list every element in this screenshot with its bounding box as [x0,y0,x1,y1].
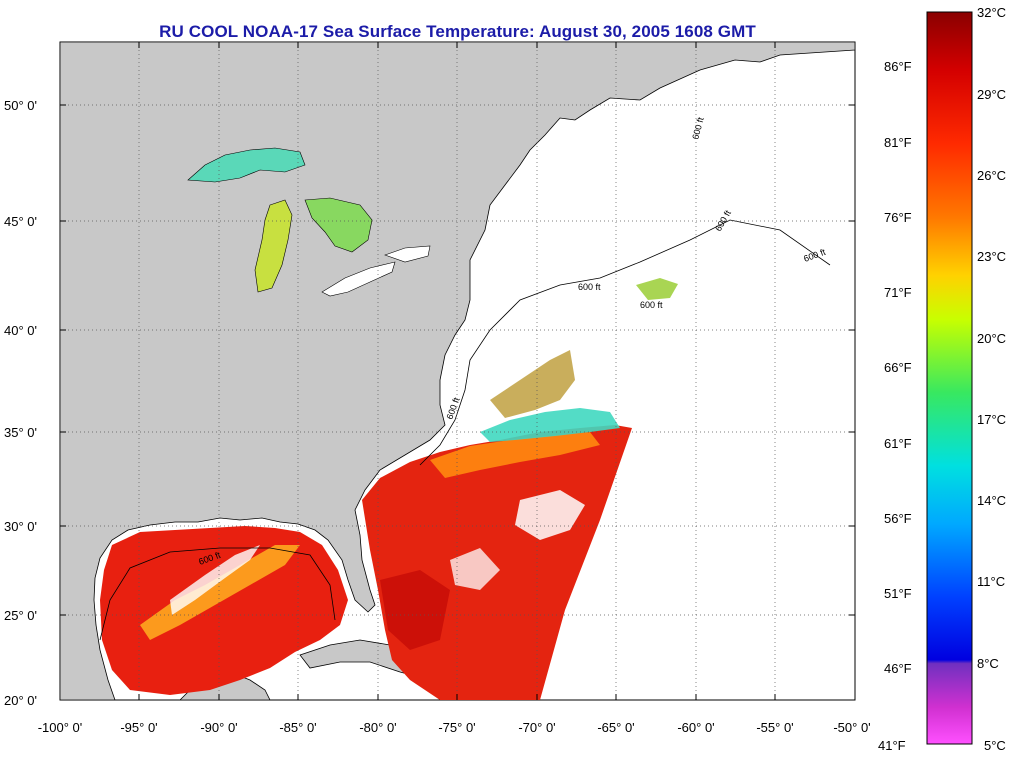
sst-gulf-cloud-band [170,545,260,615]
lon-label: -50° 0' [833,720,870,735]
contour-label: 600 ft [640,300,663,310]
lake-erie [321,261,396,297]
celsius-label: 20°C [977,331,1006,346]
contour-label: 600 ft [578,282,601,292]
sst-cloud-gap-1 [515,490,585,540]
fahrenheit-label: 61°F [884,436,912,451]
lon-label: -65° 0' [597,720,634,735]
sst-atlantic-cool-eddies [480,408,620,442]
lon-label: -80° 0' [359,720,396,735]
lon-label: -85° 0' [279,720,316,735]
lon-label: -100° 0' [38,720,83,735]
celsius-label: 8°C [977,656,999,671]
lat-label: 50° 0' [4,98,37,113]
celsius-label: 17°C [977,412,1006,427]
fahrenheit-label: 51°F [884,586,912,601]
sst-atlantic-orange [430,432,600,478]
lat-label: 40° 0' [4,323,37,338]
lon-label: -60° 0' [677,720,714,735]
lat-label: 45° 0' [4,214,37,229]
600ft-contour-gulf [99,547,336,641]
celsius-label: 11°C [977,574,1005,589]
fahrenheit-label: 66°F [884,360,912,375]
land-north-america [60,42,855,700]
fahrenheit-label: 76°F [884,210,912,225]
color-scale-bar [926,11,973,745]
celsius-label: 32°C [977,5,1006,20]
lat-label: 25° 0' [4,608,37,623]
lake-superior [187,147,306,183]
sst-gulf-warm-band [140,545,300,640]
celsius-label: 23°C [977,249,1006,264]
lake-michigan [254,199,293,293]
lon-label: -55° 0' [756,720,793,735]
celsius-label: 26°C [977,168,1006,183]
lon-label: -75° 0' [438,720,475,735]
fahrenheit-label: 46°F [884,661,912,676]
lat-label: 30° 0' [4,519,37,534]
page-title: RU COOL NOAA-17 Sea Surface Temperature:… [159,22,756,41]
fahrenheit-label: 81°F [884,135,912,150]
map-grid [60,42,855,700]
lake-ontario [384,245,431,263]
lat-label: 35° 0' [4,425,37,440]
fahrenheit-label: 86°F [884,59,912,74]
lon-label: -90° 0' [200,720,237,735]
fahrenheit-label: 71°F [884,285,912,300]
sst-gulf-of-mexico [100,526,348,695]
fahrenheit-label: 56°F [884,511,912,526]
sst-bahamas-red [380,570,450,650]
celsius-label: 5°C [984,738,1006,753]
lon-label: -95° 0' [120,720,157,735]
lon-label: -70° 0' [518,720,555,735]
lake-huron [304,197,373,253]
celsius-label: 14°C [977,493,1006,508]
sst-atlantic-north-patches [490,350,575,418]
sst-cloud-gap-2 [450,548,500,590]
axis-ticks [60,42,855,700]
sst-gulf-of-maine-patch [636,278,678,300]
fahrenheit-label: 41°F [878,738,906,753]
lat-label: 20° 0' [4,693,37,708]
celsius-label: 29°C [977,87,1006,102]
